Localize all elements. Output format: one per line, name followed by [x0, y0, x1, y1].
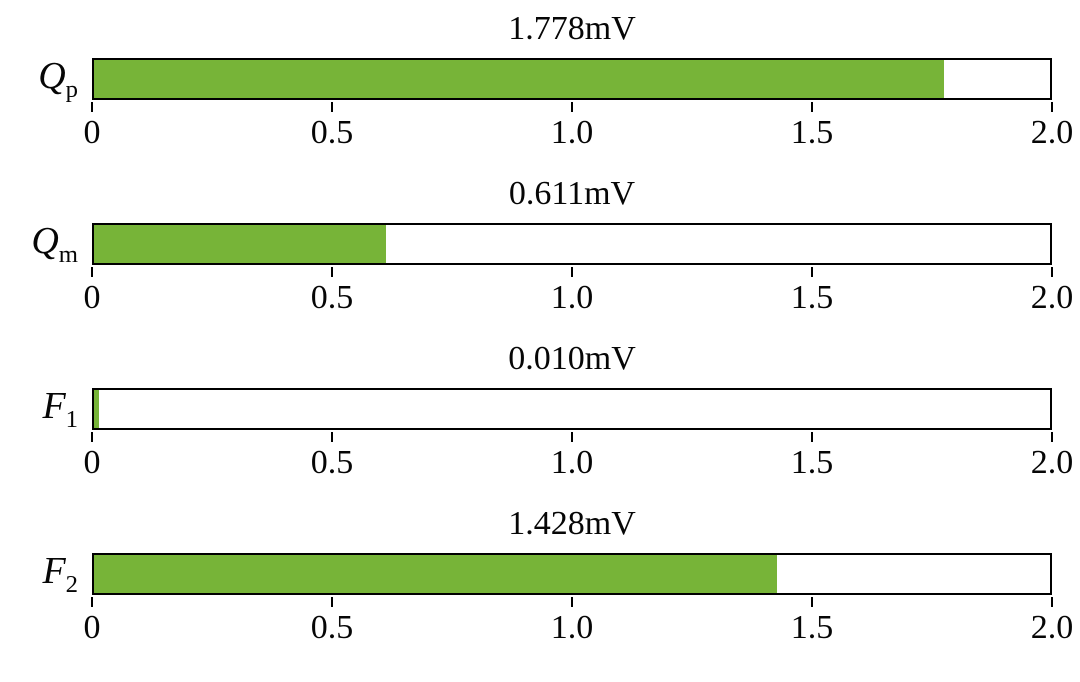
- value-label: 1.428mV: [92, 505, 1052, 543]
- bar-track: [92, 388, 1052, 430]
- value-label: 0.010mV: [92, 340, 1052, 378]
- tick-label: 1.0: [551, 609, 594, 647]
- x-axis: 00.51.01.52.0: [92, 267, 1052, 317]
- tick-mark: [1051, 267, 1053, 277]
- bar-track: [92, 58, 1052, 100]
- tick-mark: [571, 267, 573, 277]
- bar-fill: [94, 225, 386, 263]
- tick-label: 2.0: [1031, 114, 1074, 152]
- tick-label: 0.5: [311, 114, 354, 152]
- axis-label: Qm: [8, 219, 78, 269]
- axis-label-sub: 1: [66, 406, 78, 433]
- axis-label: F1: [8, 384, 78, 434]
- tick-mark: [91, 267, 93, 277]
- bar-fill: [94, 390, 99, 428]
- tick-mark: [331, 597, 333, 607]
- tick-label: 2.0: [1031, 609, 1074, 647]
- tick-mark: [1051, 432, 1053, 442]
- axis-label: F2: [8, 549, 78, 599]
- tick-label: 0: [84, 609, 101, 647]
- tick-label: 0: [84, 279, 101, 317]
- tick-label: 1.5: [791, 609, 834, 647]
- axis-label-sub: m: [59, 241, 78, 268]
- tick-mark: [91, 102, 93, 112]
- x-axis: 00.51.01.52.0: [92, 597, 1052, 647]
- gauge-row: 0.611mV Qm0 0.5 1.0 1.5 2.0: [0, 173, 1080, 333]
- tick-mark: [1051, 102, 1053, 112]
- tick-mark: [91, 597, 93, 607]
- tick-mark: [811, 432, 813, 442]
- tick-label: 0.5: [311, 609, 354, 647]
- tick-label: 1.0: [551, 444, 594, 482]
- gauge-row: 0.010mV F10 0.5 1.0 1.5 2.0: [0, 338, 1080, 498]
- tick-mark: [811, 102, 813, 112]
- tick-label: 1.0: [551, 279, 594, 317]
- tick-mark: [1051, 597, 1053, 607]
- tick-mark: [811, 597, 813, 607]
- tick-mark: [571, 102, 573, 112]
- tick-label: 0: [84, 114, 101, 152]
- gauge-row: 1.778mV Qp0 0.5 1.0 1.5 2.0: [0, 8, 1080, 168]
- tick-label: 1.5: [791, 444, 834, 482]
- axis-label-base: Q: [38, 55, 65, 97]
- tick-label: 0: [84, 444, 101, 482]
- gauge-row: 1.428mV F20 0.5 1.0 1.5 2.0: [0, 503, 1080, 663]
- tick-mark: [811, 267, 813, 277]
- tick-mark: [331, 102, 333, 112]
- tick-mark: [571, 597, 573, 607]
- bar-fill: [94, 60, 944, 98]
- tick-label: 2.0: [1031, 279, 1074, 317]
- value-label: 1.778mV: [92, 10, 1052, 48]
- tick-mark: [331, 432, 333, 442]
- axis-label-sub: p: [66, 76, 78, 103]
- tick-label: 0.5: [311, 279, 354, 317]
- axis-label-base: F: [42, 550, 65, 592]
- tick-label: 1.5: [791, 279, 834, 317]
- axis-label: Qp: [8, 54, 78, 104]
- tick-mark: [571, 432, 573, 442]
- axis-label-sub: 2: [66, 571, 78, 598]
- tick-label: 1.5: [791, 114, 834, 152]
- x-axis: 00.51.01.52.0: [92, 432, 1052, 482]
- tick-mark: [91, 432, 93, 442]
- bar-track: [92, 553, 1052, 595]
- x-axis: 00.51.01.52.0: [92, 102, 1052, 152]
- axis-label-base: Q: [31, 220, 58, 262]
- value-label: 0.611mV: [92, 175, 1052, 213]
- tick-label: 2.0: [1031, 444, 1074, 482]
- tick-mark: [331, 267, 333, 277]
- bar-fill: [94, 555, 777, 593]
- axis-label-base: F: [42, 385, 65, 427]
- tick-label: 0.5: [311, 444, 354, 482]
- tick-label: 1.0: [551, 114, 594, 152]
- bar-track: [92, 223, 1052, 265]
